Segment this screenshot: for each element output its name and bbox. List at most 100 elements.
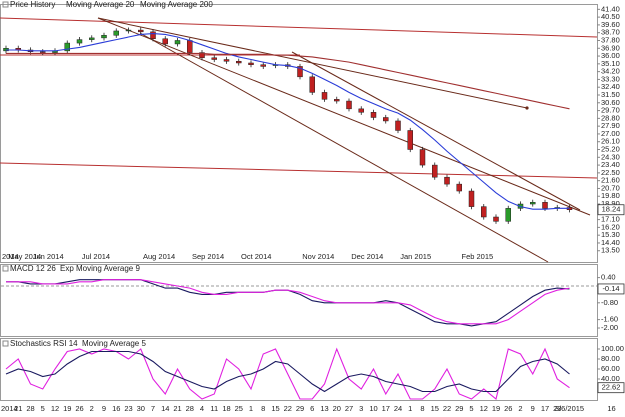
candle-body [444, 176, 450, 185]
month-label: Nov 2014 [302, 252, 334, 261]
x-tick-label: 2014 [1, 404, 18, 413]
x-tick-label: 26 [504, 404, 512, 413]
month-label: Dec 2014 [351, 252, 383, 261]
y-tick-label: 13.50 [601, 246, 620, 255]
series-line [5, 350, 570, 393]
trend-line [97, 17, 591, 216]
month-label: Feb 2015 [462, 252, 494, 261]
y-tick-label: 34.20 [601, 67, 620, 76]
candle-body [199, 52, 205, 59]
y-tick-label: 29.70 [601, 106, 620, 115]
legend-entry: Moving Average 20 [66, 0, 135, 9]
trend-anchor [525, 106, 529, 110]
y-tick-label: 20.70 [601, 183, 620, 192]
x-tick-label: 28 [186, 404, 194, 413]
legends: Price History Moving Average 20 Moving A… [2, 0, 213, 348]
y-tick-label: 26.10 [601, 137, 620, 146]
y-tick-label: 37.80 [601, 35, 620, 44]
value-box-label: 22.62 [602, 383, 621, 392]
legend-entry: MACD 12 26 [10, 264, 56, 273]
legend-box [2, 1, 9, 8]
x-tick-label: 7 [151, 404, 155, 413]
x-tick-label: 21 [14, 404, 22, 413]
x-tick-label: 1 [408, 404, 412, 413]
x-tick-label: 3 [359, 404, 363, 413]
x-tick-label: 14 [161, 404, 169, 413]
candle-body [64, 42, 70, 52]
x-tick-label: 25 [235, 404, 243, 413]
y-tick-label: 39.60 [601, 20, 620, 29]
trend-line [0, 17, 598, 38]
x-tick-label: 12 [480, 404, 488, 413]
value-box-label: 18.24 [602, 205, 621, 214]
x-tick-label: 18 [222, 404, 230, 413]
candle-body [346, 100, 352, 110]
legend-box [2, 265, 9, 272]
y-tick-label: 36.00 [601, 51, 620, 60]
candle-body [113, 30, 119, 36]
legend-entry: Exp Moving Average 9 [60, 264, 140, 273]
candle-body [211, 57, 217, 60]
y-tick-label: 35.10 [601, 59, 620, 68]
candle-body [138, 29, 144, 33]
value-box [597, 204, 625, 216]
candle-body [174, 40, 181, 45]
candle-body [321, 92, 328, 100]
y-tick-label: 27.00 [601, 129, 620, 138]
x-tick-label: 9 [531, 404, 535, 413]
x-tick-label: 16 [112, 404, 120, 413]
candle-body [260, 64, 266, 67]
candle-body [358, 108, 364, 113]
legend-entry: Stochastics RSI 14 [10, 339, 78, 348]
trend-line [291, 51, 581, 211]
x-tick-label: 15 [271, 404, 279, 413]
x-tick-label: 29 [455, 404, 463, 413]
value-box [597, 283, 625, 295]
x-tick-label: 23 [124, 404, 132, 413]
x-tick-label: 30 [137, 404, 145, 413]
x-tick-label: 5 [41, 404, 45, 413]
candle-body [187, 40, 193, 53]
series-line [6, 33, 570, 210]
y-tick-label: 27.90 [601, 121, 620, 130]
month-label: 2014 [2, 252, 19, 261]
y-tick-label: 30.60 [601, 98, 620, 107]
candle-body [89, 37, 95, 40]
month-label: Jun 2014 [33, 252, 64, 261]
month-label: Oct 2014 [241, 252, 271, 261]
x-tick-label: 16 [607, 404, 615, 413]
series-line [5, 347, 570, 400]
candle-body [468, 190, 475, 207]
y-tick-label: 21.60 [601, 176, 620, 185]
series-line [6, 279, 570, 325]
candle-body [309, 76, 315, 93]
candle-body [370, 112, 377, 118]
legend-entry: Price History [10, 0, 55, 9]
y-tick-label: -2.00 [601, 323, 618, 332]
x-tick-label: 17 [382, 404, 390, 413]
y-tick-label: 32.40 [601, 82, 620, 91]
y-tick-label: -0.80 [601, 298, 618, 307]
y-tick-label: 31.50 [601, 90, 620, 99]
candle-body [150, 31, 156, 39]
y-tick-label: 40.00 [601, 374, 620, 383]
x-tick-label: 29 [296, 404, 304, 413]
y-tick-label: 15.30 [601, 230, 620, 239]
y-tick-label: 25.20 [601, 144, 620, 153]
candle-body [40, 51, 46, 53]
x-tick-label: 27 [345, 404, 353, 413]
month-label: May 2014 [8, 252, 41, 261]
x-tick-label: 4 [200, 404, 204, 413]
y-tick-label: 23.40 [601, 160, 620, 169]
x-tick-label: 22 [284, 404, 292, 413]
value-box-label: -0.14 [602, 284, 619, 293]
y-tick-label: 18.90 [601, 199, 620, 208]
x-tick-label: 22 [443, 404, 451, 413]
y-tick-label: 24.30 [601, 152, 620, 161]
month-label: Sep 2014 [192, 252, 224, 261]
series-line [6, 52, 570, 110]
x-tick-label: 8 [261, 404, 265, 413]
y-tick-label: 80.00 [601, 354, 620, 363]
candle-body [383, 117, 389, 122]
